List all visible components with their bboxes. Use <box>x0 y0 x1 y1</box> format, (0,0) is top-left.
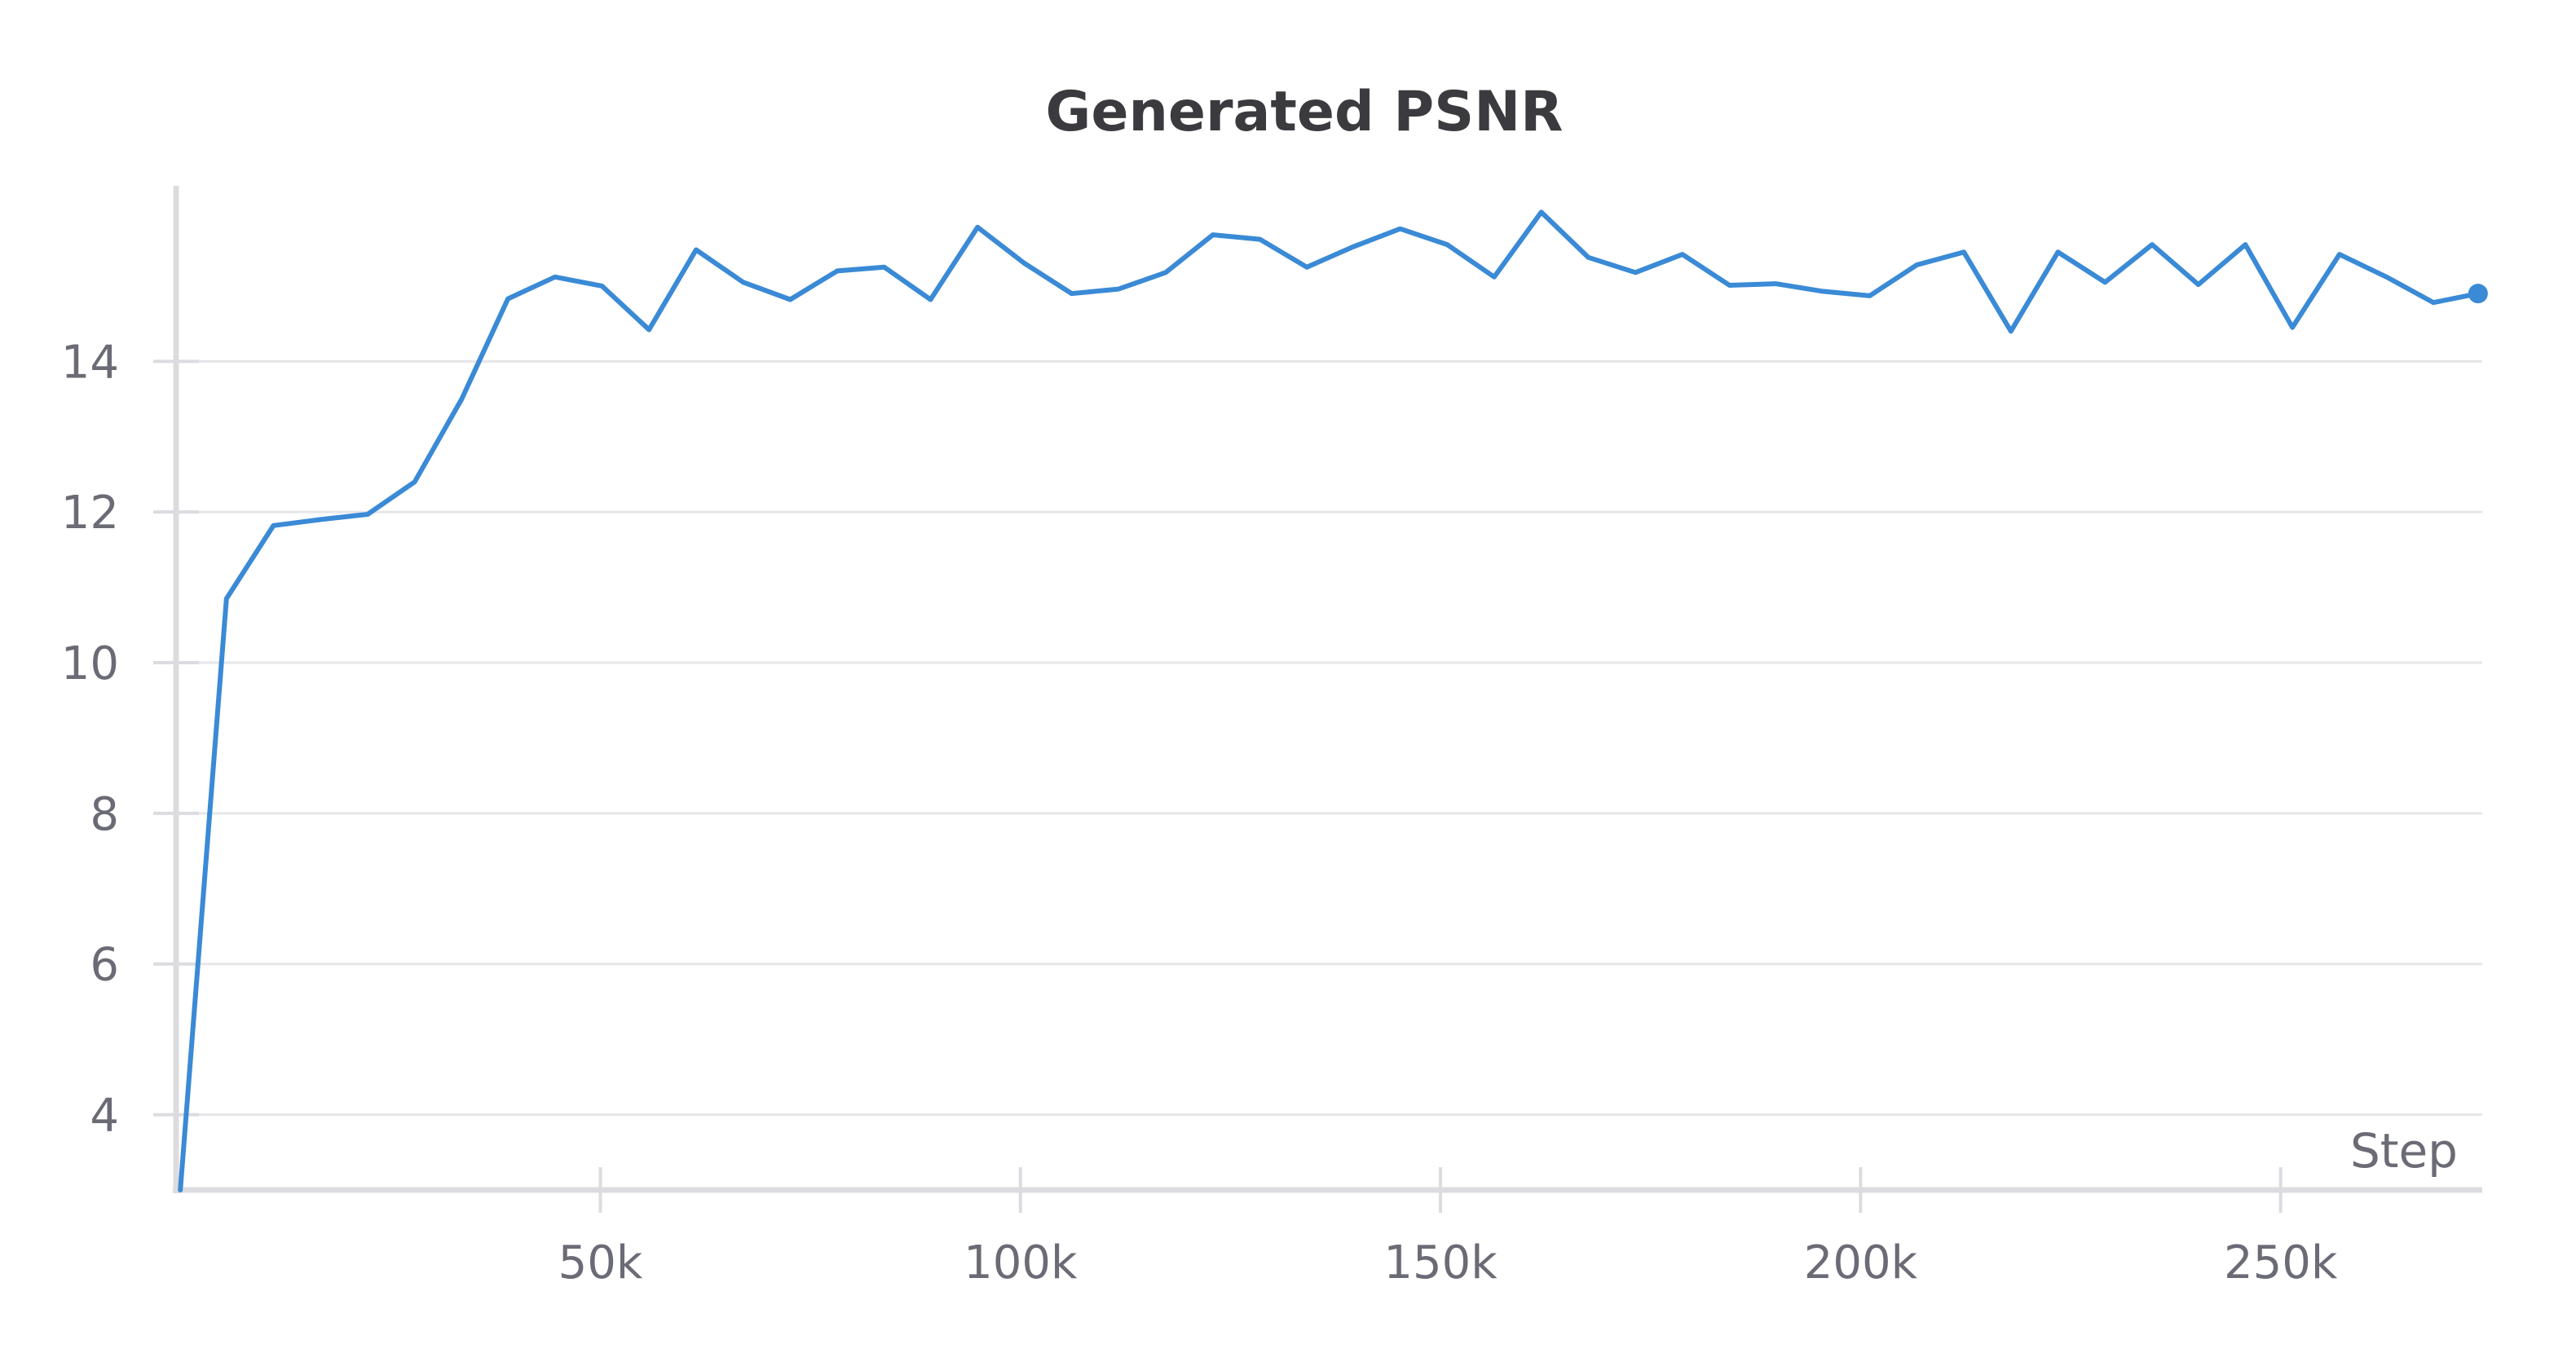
y-tick-label-2: 8 <box>90 788 119 841</box>
y-tick-label-3: 10 <box>61 637 119 690</box>
y-tick-label-0: 4 <box>90 1090 119 1143</box>
y-tick-label-5: 14 <box>61 336 119 389</box>
y-tick-label-4: 12 <box>61 487 119 540</box>
x-tick-label-4: 250k <box>2224 1236 2338 1289</box>
series-line-0 <box>178 209 2481 1192</box>
axes <box>153 186 2482 1213</box>
x-tick-label-3: 200k <box>1804 1236 1918 1289</box>
chart-title: Generated PSNR <box>1046 80 1564 144</box>
tick-labels: 4 6 8 10 12 14 50k 100k 150k 200k 250k <box>61 336 2338 1289</box>
series-layer <box>178 209 2488 1192</box>
gridlines <box>176 359 2482 1117</box>
series-end-point-0[interactable] <box>2468 284 2488 304</box>
x-tick-label-0: 50k <box>558 1236 643 1289</box>
y-tick-label-1: 6 <box>90 939 119 992</box>
x-tick-label-2: 150k <box>1383 1236 1498 1289</box>
x-axis-title: Step <box>2350 1123 2458 1179</box>
x-tick-label-1: 100k <box>964 1236 1078 1289</box>
